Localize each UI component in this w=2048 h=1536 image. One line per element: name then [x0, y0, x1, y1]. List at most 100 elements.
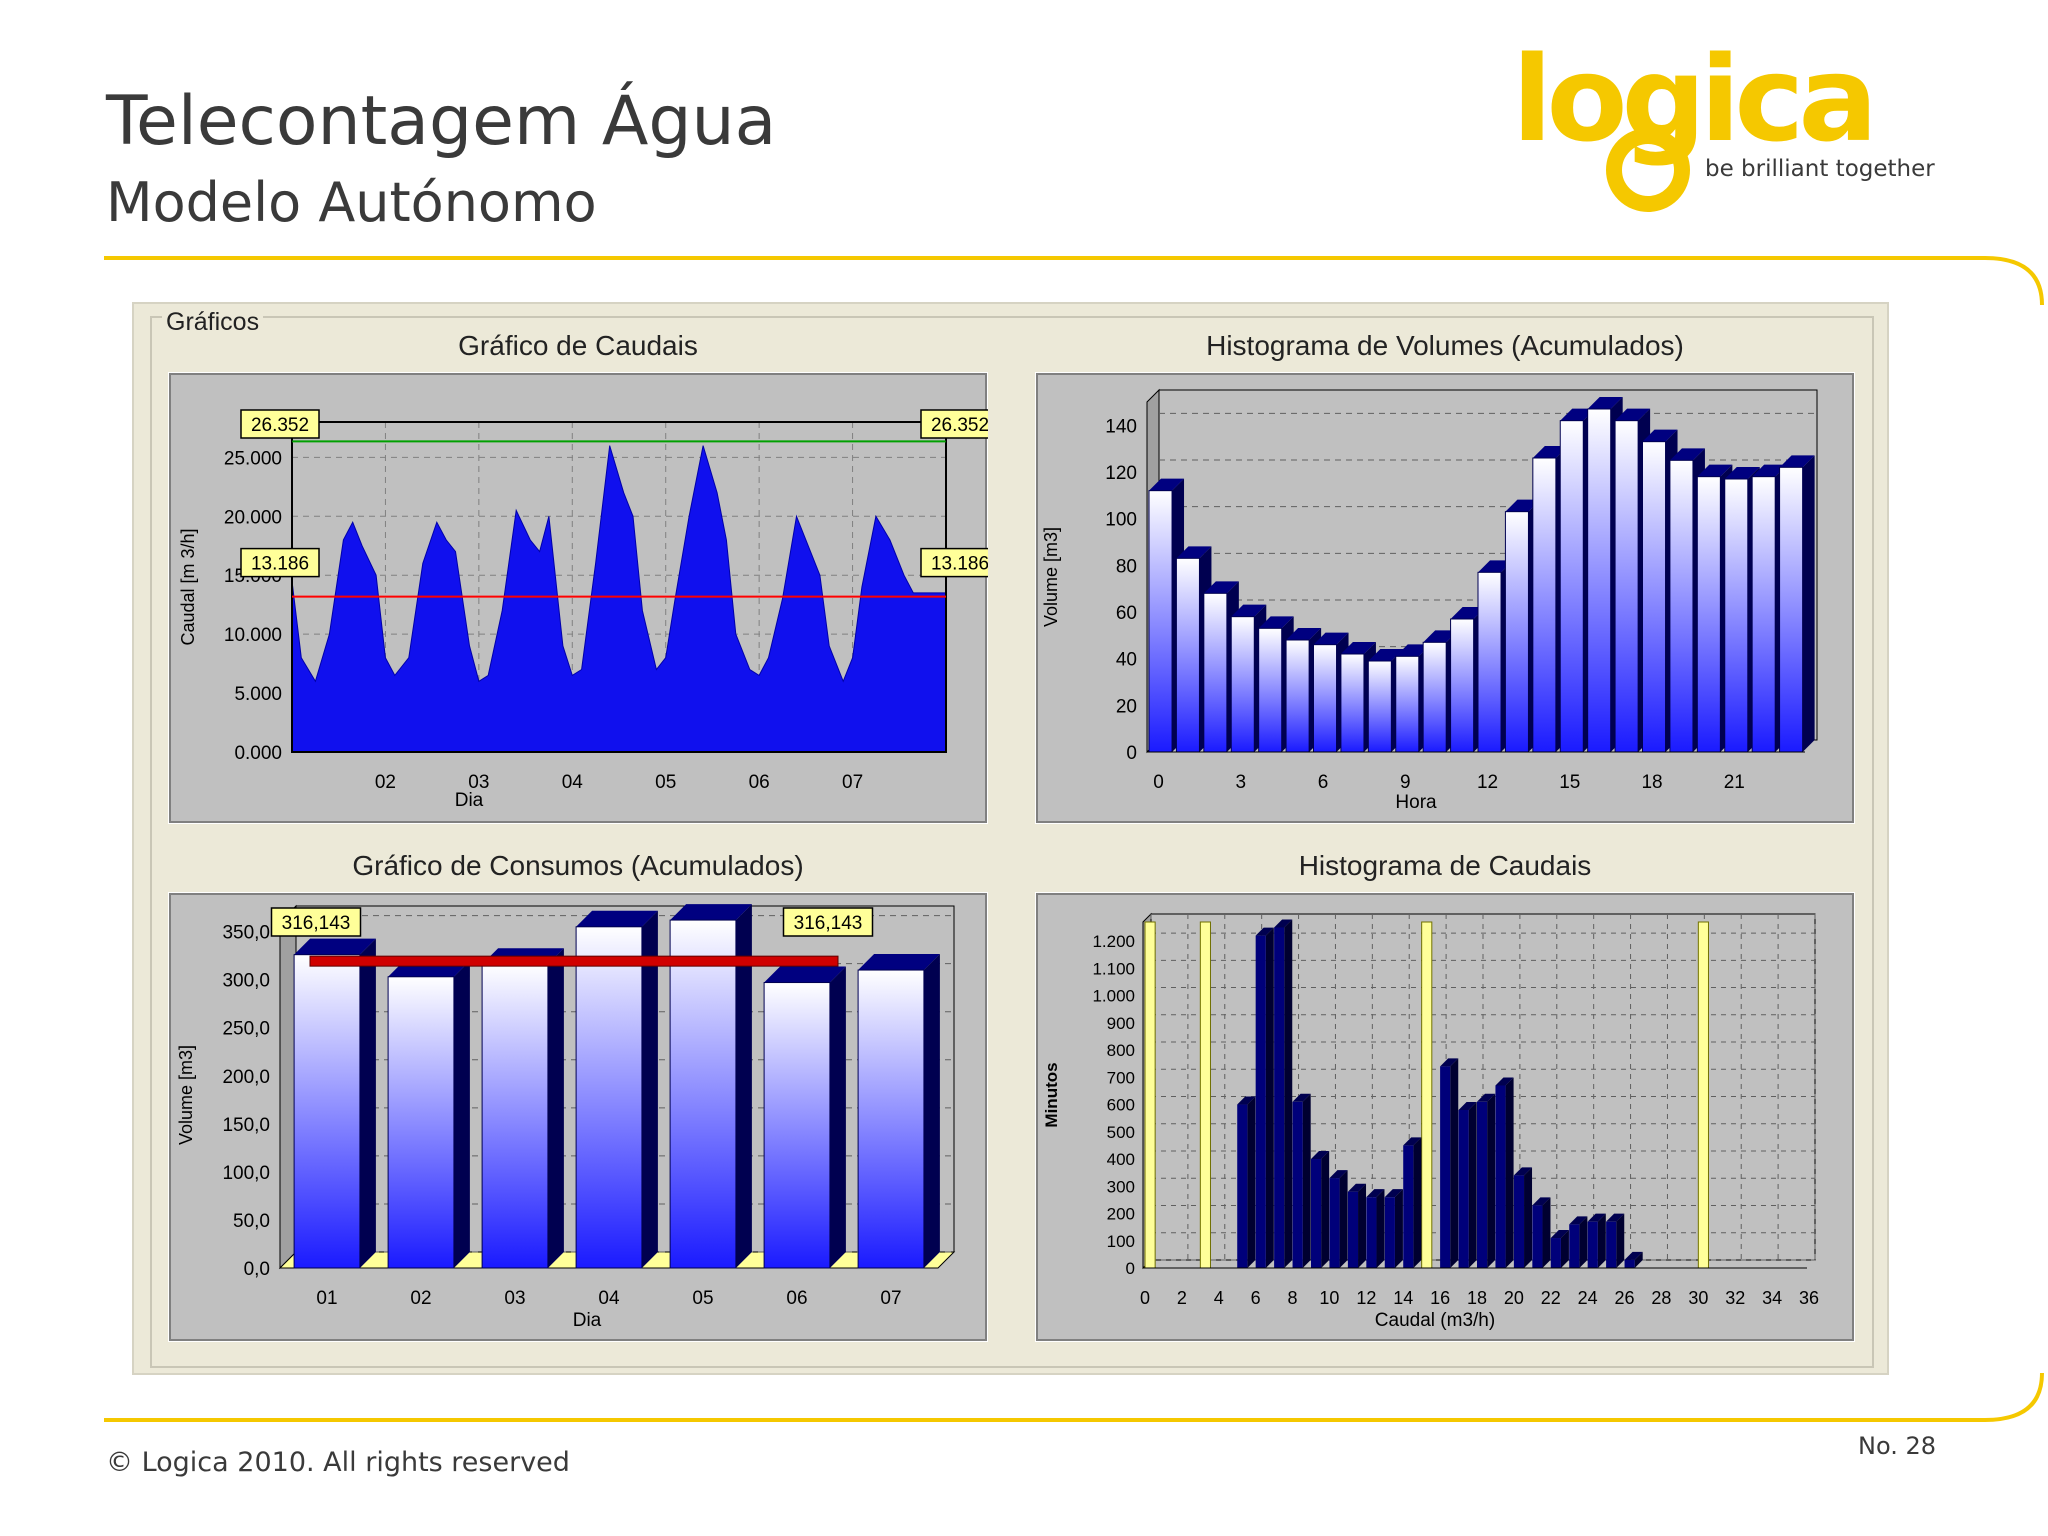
bar-top — [1149, 478, 1185, 491]
y-axis-label: Caudal [m 3/h] — [178, 528, 198, 645]
flow-histogram-bar — [1624, 1259, 1635, 1268]
bar-top — [1384, 1189, 1403, 1198]
x-tick-label: 8 — [1288, 1288, 1298, 1308]
bar-top — [1532, 1197, 1551, 1206]
bar-top — [1550, 1230, 1569, 1239]
bar-side — [1560, 1230, 1569, 1268]
max-label-right-text: 26.352 — [931, 415, 988, 436]
flow-histogram-bar — [1329, 1178, 1340, 1268]
chart-title-histograma-caudais: Histograma de Caudais — [1298, 850, 1592, 881]
x-tick-label: 14 — [1393, 1288, 1413, 1308]
x-tick-label: 3 — [1235, 772, 1246, 793]
flow-histogram-bar — [1458, 1109, 1469, 1268]
bar-top — [1440, 1058, 1459, 1067]
slide-frame — [104, 256, 2044, 1422]
x-tick-label: 04 — [562, 772, 584, 793]
x-tick-label: 02 — [410, 1288, 431, 1309]
y-tick-label: 0.000 — [234, 743, 282, 764]
logo-g-tail — [1606, 128, 1690, 212]
y-tick-label: 800 — [1107, 1041, 1135, 1060]
bar-side — [1524, 1167, 1533, 1268]
copyright-footer: © Logica 2010. All rights reserved — [106, 1447, 570, 1478]
bar-side — [1284, 919, 1293, 1268]
y-tick-label: 200 — [1107, 1205, 1135, 1224]
x-tick-label: 34 — [1762, 1288, 1782, 1308]
consumption-bar — [857, 969, 925, 1269]
volume-bar — [1587, 408, 1612, 753]
avg-label-left-text: 13.186 — [251, 554, 309, 575]
y-axis-label: Volume [m3] — [1041, 527, 1061, 627]
x-tick-label: 03 — [504, 1288, 525, 1309]
bar-top — [1724, 467, 1760, 479]
x-axis-label: Dia — [455, 790, 484, 811]
bar-top — [1669, 448, 1705, 461]
volume-bar — [1340, 653, 1365, 753]
y-tick-label: 50,0 — [233, 1211, 270, 1232]
chart-bevel — [169, 893, 987, 1341]
bar-side — [1247, 1096, 1256, 1268]
flow-histogram-bar — [1532, 1205, 1543, 1268]
y-tick-label: 900 — [1107, 1014, 1135, 1033]
y-tick-label: 100,0 — [222, 1163, 270, 1184]
consumption-bar — [481, 963, 549, 1269]
y-tick-label: 1.100 — [1092, 959, 1135, 978]
y-tick-label: 0 — [1126, 743, 1137, 764]
y-tick-label: 1.000 — [1092, 987, 1135, 1006]
bar-side — [359, 938, 376, 1268]
bar-top — [1477, 1093, 1496, 1102]
x-tick-label: 02 — [375, 772, 396, 793]
bar-side — [1579, 1216, 1588, 1268]
logo-tagline: be brilliant together — [1705, 156, 1935, 182]
bar-top — [1313, 632, 1349, 645]
avg-label-left-box — [240, 547, 320, 578]
bar-top — [1606, 1213, 1625, 1222]
bar-top — [1697, 464, 1733, 477]
bar-top — [1255, 927, 1274, 936]
chart-bevel — [1036, 893, 1854, 1341]
x-tick-label: 06 — [749, 772, 770, 793]
consumption-bar — [763, 982, 831, 1269]
bar-top — [1286, 628, 1322, 640]
volume-bar — [1450, 618, 1475, 753]
consumption-bar — [669, 919, 737, 1269]
bar-top — [1615, 408, 1651, 421]
max-label-left-text: 26.352 — [251, 415, 309, 436]
volume-bar — [1148, 490, 1173, 753]
x-tick-label: 18 — [1467, 1288, 1487, 1308]
volume-bar — [1559, 420, 1584, 753]
chart-bevel — [169, 373, 987, 823]
bar-side — [735, 904, 752, 1268]
x-axis-label: Caudal (m3/h) — [1375, 1310, 1495, 1331]
flow-histogram-bar — [1311, 1159, 1322, 1268]
bar-top — [1569, 1216, 1588, 1225]
caudais-chart: 0.0005.00010.00015.00020.00025.000020304… — [168, 372, 988, 824]
x-tick-label: 18 — [1641, 772, 1662, 793]
graphs-groupbox-legend: Gráficos — [162, 308, 264, 337]
x-tick-label: 04 — [598, 1288, 620, 1309]
page-number: No. 28 — [1858, 1432, 1937, 1460]
y-tick-label: 600 — [1107, 1096, 1135, 1115]
y-axis-label: Minutos — [1042, 1062, 1061, 1127]
x-axis-label: Hora — [1395, 792, 1437, 813]
bar-side — [1376, 1189, 1385, 1268]
avg-label-right-text: 13.186 — [931, 554, 988, 575]
x-tick-label: 36 — [1799, 1288, 1819, 1308]
y-axis-label: Volume [m3] — [176, 1045, 196, 1145]
bar-side — [1634, 1251, 1643, 1268]
bar-top — [1329, 1170, 1348, 1179]
y-tick-label: 100 — [1105, 510, 1137, 531]
bar-side — [1394, 1189, 1403, 1268]
volume-bar — [1779, 466, 1804, 753]
y-tick-label: 20.000 — [224, 507, 282, 528]
bar-top — [1450, 607, 1486, 619]
bar-side — [453, 960, 470, 1268]
flow-histogram-bar — [1366, 1197, 1377, 1268]
flow-histogram-bar — [1255, 935, 1266, 1268]
bar-top — [858, 954, 940, 971]
bar-top — [1513, 1167, 1533, 1176]
bar-top — [1495, 1077, 1514, 1086]
volume-bar — [1532, 457, 1557, 753]
x-tick-label: 0 — [1140, 1288, 1150, 1308]
caudais-histogram-chart: 01002003004005006007008009001.0001.1001.… — [1035, 892, 1855, 1342]
bar-side — [1321, 1151, 1330, 1268]
